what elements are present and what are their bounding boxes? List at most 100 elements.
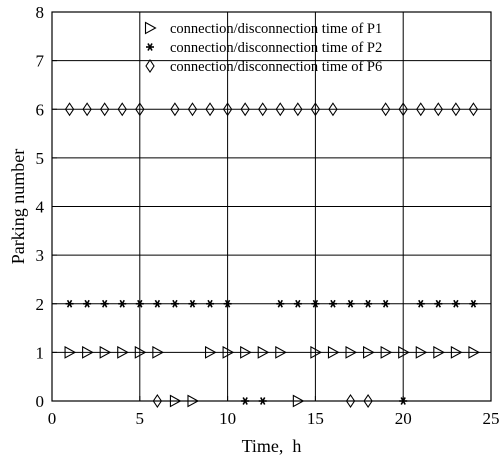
data-point-series-1 <box>345 345 358 359</box>
data-point-series-1 <box>398 345 410 359</box>
x-axis-label: Time, h <box>242 436 302 456</box>
data-point-series-3 <box>100 102 110 117</box>
x-tick-label: 20 <box>395 409 412 428</box>
x-tick-label: 15 <box>307 409 324 428</box>
data-point-series-3 <box>152 394 163 408</box>
data-point-series-2 <box>83 299 92 308</box>
data-point-series-2 <box>223 299 232 308</box>
y-tick-label: 3 <box>36 246 45 265</box>
data-point-series-2 <box>293 299 302 308</box>
data-point-series-1 <box>117 345 129 359</box>
data-point-series-1 <box>380 345 393 359</box>
data-point-series-1 <box>275 345 287 359</box>
data-point-series-2 <box>258 397 267 405</box>
data-point-series-2 <box>100 299 109 308</box>
data-point-series-1 <box>82 345 94 359</box>
data-point-series-1 <box>64 345 77 359</box>
y-tick-label: 5 <box>36 149 45 168</box>
data-point-series-2 <box>346 299 355 308</box>
data-point-series-1 <box>134 345 147 359</box>
data-point-series-3 <box>345 394 356 408</box>
data-point-series-3 <box>170 102 180 117</box>
data-point-series-3 <box>187 102 198 117</box>
data-point-series-2 <box>311 299 320 308</box>
data-point-series-2 <box>451 299 460 308</box>
y-tick-label: 4 <box>36 198 45 217</box>
data-point-series-3 <box>328 102 338 117</box>
legend-marker-series-3 <box>145 59 155 73</box>
data-point-series-3 <box>293 102 303 117</box>
x-tick-label: 10 <box>219 409 236 428</box>
y-tick-label: 2 <box>36 295 45 314</box>
data-point-series-3 <box>135 102 145 117</box>
data-point-series-3 <box>363 394 373 408</box>
data-point-series-2 <box>364 299 373 308</box>
data-point-series-2 <box>399 397 408 405</box>
axes <box>51 11 492 402</box>
data-point-series-1 <box>292 394 305 408</box>
legend-marker-series-1 <box>144 21 157 35</box>
data-point-series-1 <box>99 345 112 359</box>
data-point-series-1 <box>240 345 252 359</box>
data-points <box>64 102 481 408</box>
data-point-series-1 <box>204 345 217 359</box>
x-tick-label: 25 <box>483 409 500 428</box>
y-tick-label: 8 <box>36 3 45 22</box>
data-point-series-3 <box>117 102 127 117</box>
data-point-series-3 <box>275 102 285 117</box>
data-point-series-2 <box>381 299 390 308</box>
data-point-series-2 <box>434 299 443 308</box>
data-point-series-2 <box>153 299 162 308</box>
legend-label-series-1: connection/disconnection time of P1 <box>170 21 382 37</box>
x-tick-label: 5 <box>136 409 145 428</box>
data-point-series-3 <box>380 102 391 117</box>
data-point-series-1 <box>187 394 200 408</box>
data-point-series-2 <box>135 299 144 308</box>
data-point-series-2 <box>241 397 250 405</box>
data-point-series-1 <box>152 345 165 359</box>
data-point-series-3 <box>258 102 268 117</box>
data-point-series-3 <box>451 102 461 117</box>
data-point-series-2 <box>65 299 74 308</box>
data-point-series-3 <box>398 102 408 117</box>
data-point-series-3 <box>310 102 321 117</box>
data-point-series-1 <box>433 345 445 359</box>
data-point-series-2 <box>206 299 215 308</box>
data-point-series-2 <box>170 299 179 308</box>
data-point-series-3 <box>222 102 233 117</box>
legend-label-series-2: connection/disconnection time of P2 <box>170 40 382 56</box>
data-point-series-2 <box>188 299 197 308</box>
data-point-series-2 <box>118 299 127 308</box>
data-point-series-1 <box>450 345 463 359</box>
data-point-series-1 <box>363 345 375 359</box>
legend-label-series-3: connection/disconnection time of P6 <box>170 59 382 75</box>
x-tick-labels: 0 5 10 15 20 25 <box>48 409 500 428</box>
data-point-series-3 <box>82 102 92 117</box>
y-tick-label: 0 <box>36 392 45 411</box>
y-tick-labels: 0 1 2 3 4 5 6 7 8 <box>36 3 45 411</box>
data-point-series-2 <box>469 299 478 308</box>
data-point-series-3 <box>205 102 215 117</box>
data-point-series-3 <box>468 102 479 117</box>
data-point-series-3 <box>64 102 75 117</box>
data-point-series-1 <box>310 345 323 359</box>
data-point-series-2 <box>276 299 285 308</box>
y-tick-label: 6 <box>36 100 45 119</box>
data-point-series-1 <box>257 345 270 359</box>
data-point-series-3 <box>416 102 426 117</box>
y-tick-label: 7 <box>36 52 45 71</box>
data-point-series-1 <box>327 345 340 359</box>
data-point-series-1 <box>415 345 428 359</box>
y-axis-label: Parking number <box>8 149 28 264</box>
legend-marker-series-2 <box>146 43 154 51</box>
legend: connection/disconnection time of P1 conne… <box>144 21 382 75</box>
x-tick-label: 0 <box>48 409 57 428</box>
y-tick-label: 1 <box>36 343 45 362</box>
data-point-series-3 <box>240 102 250 117</box>
data-point-series-1 <box>222 345 235 359</box>
data-point-series-3 <box>433 102 443 117</box>
data-point-series-2 <box>328 299 337 308</box>
data-point-series-2 <box>416 299 425 308</box>
data-point-series-1 <box>169 394 182 408</box>
